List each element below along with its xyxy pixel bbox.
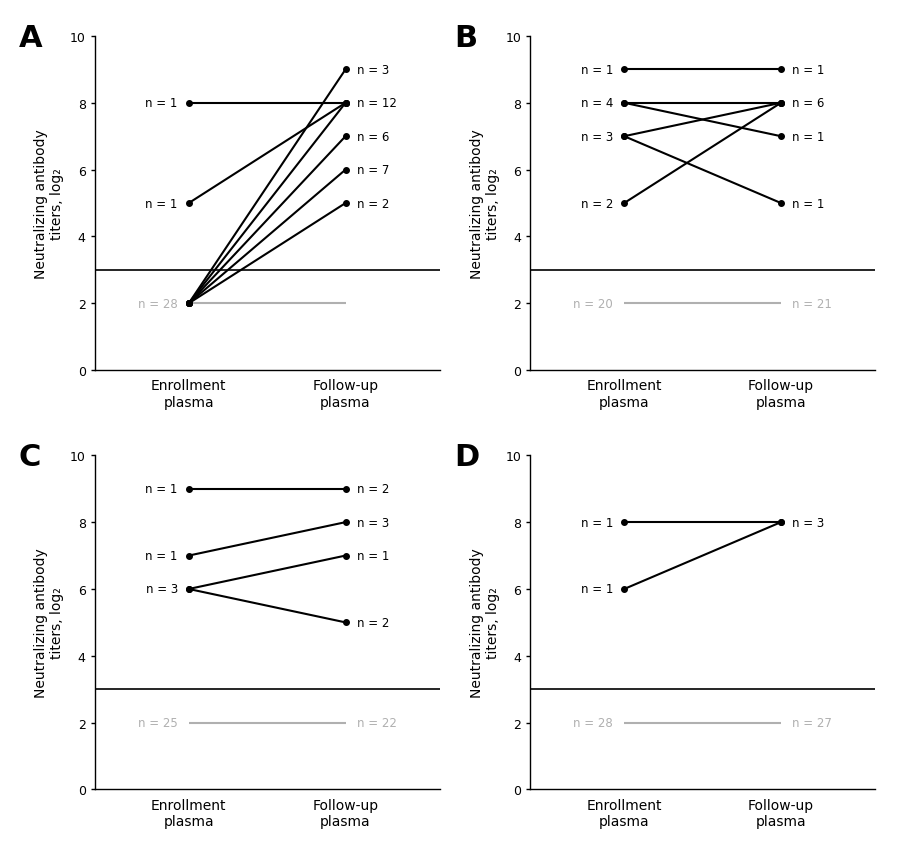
Text: n = 2: n = 2: [356, 616, 389, 630]
Text: n = 2: n = 2: [580, 197, 613, 211]
Text: n = 12: n = 12: [356, 97, 396, 110]
Text: n = 28: n = 28: [138, 298, 178, 310]
Text: n = 3: n = 3: [792, 516, 824, 529]
Text: n = 1: n = 1: [146, 549, 178, 562]
Text: n = 1: n = 1: [792, 197, 824, 211]
Text: n = 1: n = 1: [146, 197, 178, 211]
Text: n = 21: n = 21: [792, 298, 832, 310]
Text: C: C: [19, 443, 41, 472]
Y-axis label: Neutralizing antibody
titers, log₂: Neutralizing antibody titers, log₂: [470, 548, 500, 698]
Y-axis label: Neutralizing antibody
titers, log₂: Neutralizing antibody titers, log₂: [470, 129, 500, 279]
Text: D: D: [454, 443, 480, 472]
Text: n = 2: n = 2: [356, 483, 389, 496]
Text: n = 27: n = 27: [792, 717, 832, 729]
Text: B: B: [454, 24, 477, 53]
Text: n = 1: n = 1: [580, 64, 613, 77]
Text: n = 6: n = 6: [356, 131, 389, 143]
Text: n = 2: n = 2: [356, 197, 389, 211]
Text: n = 1: n = 1: [792, 64, 824, 77]
Text: n = 20: n = 20: [573, 298, 613, 310]
Text: n = 1: n = 1: [146, 97, 178, 110]
Text: n = 3: n = 3: [356, 64, 389, 77]
Text: n = 22: n = 22: [356, 717, 396, 729]
Text: n = 3: n = 3: [581, 131, 613, 143]
Y-axis label: Neutralizing antibody
titers, log₂: Neutralizing antibody titers, log₂: [34, 548, 64, 698]
Text: n = 1: n = 1: [792, 131, 824, 143]
Text: n = 1: n = 1: [146, 483, 178, 496]
Text: n = 1: n = 1: [580, 516, 613, 529]
Text: n = 7: n = 7: [356, 164, 389, 177]
Text: n = 4: n = 4: [580, 97, 613, 110]
Text: n = 1: n = 1: [580, 583, 613, 595]
Text: n = 1: n = 1: [356, 549, 389, 562]
Text: n = 3: n = 3: [146, 583, 178, 595]
Text: n = 6: n = 6: [792, 97, 824, 110]
Text: n = 28: n = 28: [573, 717, 613, 729]
Y-axis label: Neutralizing antibody
titers, log₂: Neutralizing antibody titers, log₂: [34, 129, 64, 279]
Text: A: A: [19, 24, 42, 53]
Text: n = 3: n = 3: [356, 516, 389, 529]
Text: n = 25: n = 25: [138, 717, 178, 729]
